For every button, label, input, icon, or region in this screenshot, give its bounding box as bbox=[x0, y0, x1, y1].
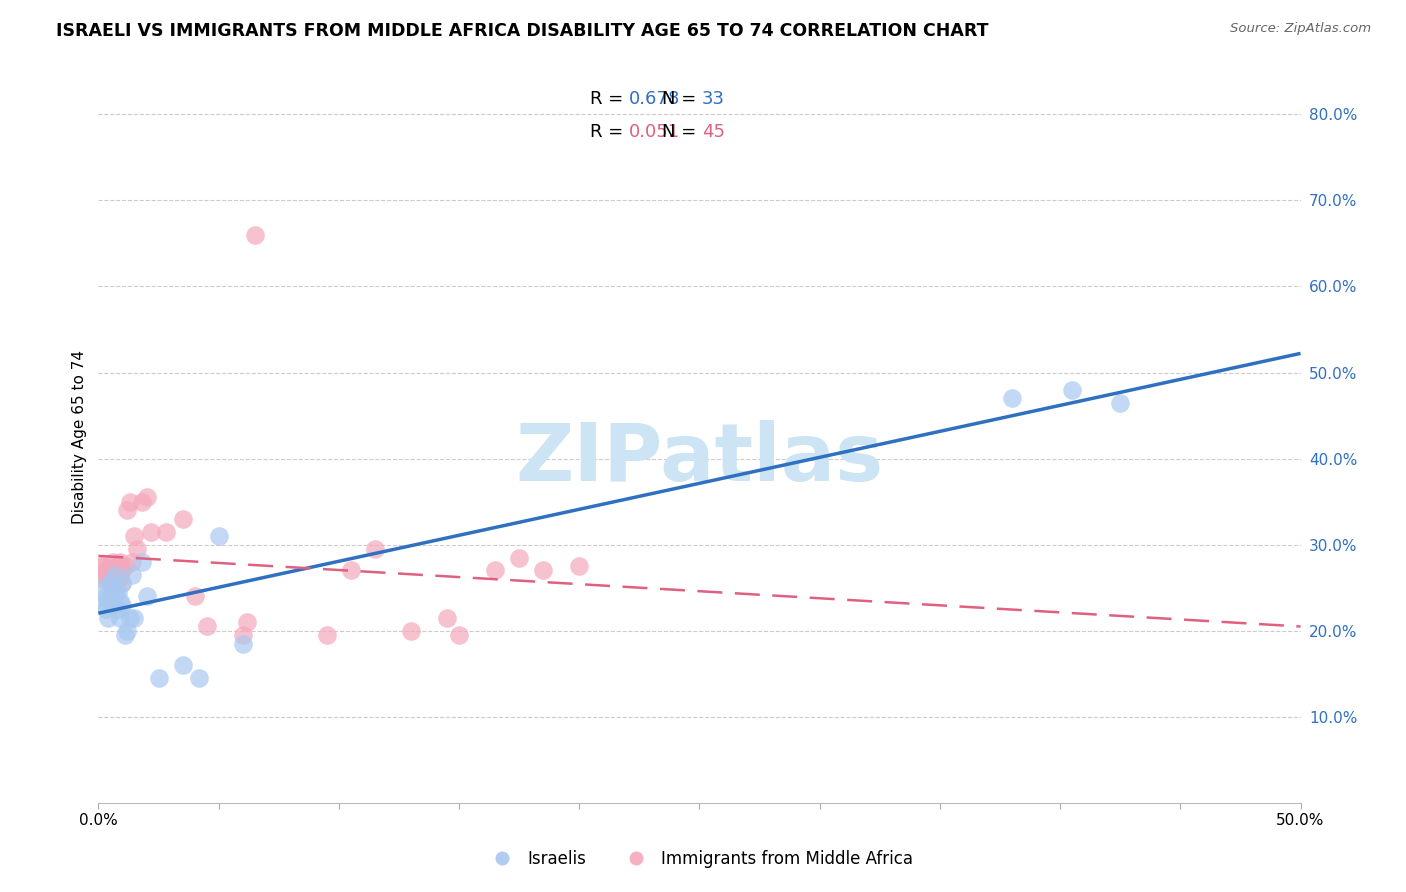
Point bbox=[91, 559, 114, 574]
Point bbox=[101, 581, 124, 595]
Point bbox=[111, 576, 134, 591]
Point bbox=[100, 559, 122, 574]
Point bbox=[135, 491, 157, 505]
Point bbox=[155, 524, 177, 539]
Point bbox=[107, 559, 129, 574]
Point bbox=[97, 564, 120, 578]
Point bbox=[101, 567, 124, 582]
Point bbox=[188, 671, 211, 685]
Point bbox=[97, 593, 120, 607]
Point bbox=[90, 559, 112, 574]
Point bbox=[508, 550, 530, 565]
Point bbox=[94, 564, 117, 578]
Text: 0.051: 0.051 bbox=[628, 123, 679, 141]
Point bbox=[90, 581, 112, 595]
Point bbox=[91, 572, 114, 586]
Point bbox=[236, 615, 259, 629]
Point bbox=[121, 555, 143, 569]
Point bbox=[232, 628, 254, 642]
Point bbox=[94, 589, 117, 603]
Point bbox=[97, 572, 120, 586]
Point bbox=[484, 564, 506, 578]
Point bbox=[1109, 395, 1132, 409]
Point bbox=[114, 628, 136, 642]
Text: N =: N = bbox=[662, 90, 702, 109]
Point bbox=[135, 589, 157, 603]
Point bbox=[124, 611, 146, 625]
Point bbox=[91, 598, 114, 612]
Point bbox=[243, 227, 266, 242]
Point bbox=[1001, 392, 1024, 406]
Point bbox=[104, 567, 127, 582]
Point bbox=[104, 576, 127, 591]
Point bbox=[183, 589, 205, 603]
Point bbox=[447, 628, 470, 642]
Point bbox=[232, 637, 254, 651]
Point bbox=[436, 611, 458, 625]
Text: 45: 45 bbox=[702, 123, 725, 141]
Point bbox=[114, 559, 136, 574]
Point bbox=[108, 593, 131, 607]
Point bbox=[100, 576, 122, 591]
Point bbox=[121, 567, 143, 582]
Point bbox=[118, 611, 141, 625]
Text: R =: R = bbox=[589, 90, 628, 109]
Point bbox=[172, 512, 194, 526]
Point bbox=[101, 555, 124, 569]
Point bbox=[111, 564, 134, 578]
Point bbox=[195, 619, 218, 633]
Point bbox=[364, 541, 387, 556]
Text: ZIPatlas: ZIPatlas bbox=[516, 420, 883, 498]
Point bbox=[1062, 383, 1084, 397]
Text: R =: R = bbox=[589, 123, 628, 141]
Point bbox=[100, 576, 122, 591]
Point bbox=[104, 585, 127, 599]
Point bbox=[399, 624, 422, 638]
Point bbox=[94, 567, 117, 582]
Point bbox=[148, 671, 170, 685]
Text: Source: ZipAtlas.com: Source: ZipAtlas.com bbox=[1230, 22, 1371, 36]
Point bbox=[208, 529, 231, 543]
Point bbox=[531, 564, 554, 578]
Point bbox=[107, 572, 129, 586]
Point bbox=[108, 567, 131, 582]
Text: N =: N = bbox=[662, 123, 702, 141]
Point bbox=[101, 598, 124, 612]
Point bbox=[111, 598, 134, 612]
Point bbox=[172, 658, 194, 673]
Point bbox=[131, 494, 153, 508]
Text: ISRAELI VS IMMIGRANTS FROM MIDDLE AFRICA DISABILITY AGE 65 TO 74 CORRELATION CHA: ISRAELI VS IMMIGRANTS FROM MIDDLE AFRICA… bbox=[56, 22, 988, 40]
Text: 33: 33 bbox=[702, 90, 725, 109]
Point bbox=[118, 494, 141, 508]
Point bbox=[117, 624, 139, 638]
Point bbox=[117, 503, 139, 517]
Point bbox=[100, 589, 122, 603]
Point bbox=[107, 602, 129, 616]
Text: 0.678: 0.678 bbox=[628, 90, 681, 109]
Legend: Israelis, Immigrants from Middle Africa: Israelis, Immigrants from Middle Africa bbox=[479, 844, 920, 875]
Point bbox=[131, 555, 153, 569]
Point bbox=[141, 524, 163, 539]
Point bbox=[108, 555, 131, 569]
Point bbox=[568, 559, 591, 574]
Point bbox=[104, 564, 127, 578]
Point bbox=[108, 611, 131, 625]
Point bbox=[111, 576, 134, 591]
Point bbox=[315, 628, 337, 642]
Y-axis label: Disability Age 65 to 74: Disability Age 65 to 74 bbox=[72, 350, 87, 524]
Point bbox=[94, 602, 117, 616]
Point bbox=[125, 541, 148, 556]
Point bbox=[124, 529, 146, 543]
Point bbox=[340, 564, 363, 578]
Point bbox=[107, 585, 129, 599]
Point bbox=[97, 611, 120, 625]
